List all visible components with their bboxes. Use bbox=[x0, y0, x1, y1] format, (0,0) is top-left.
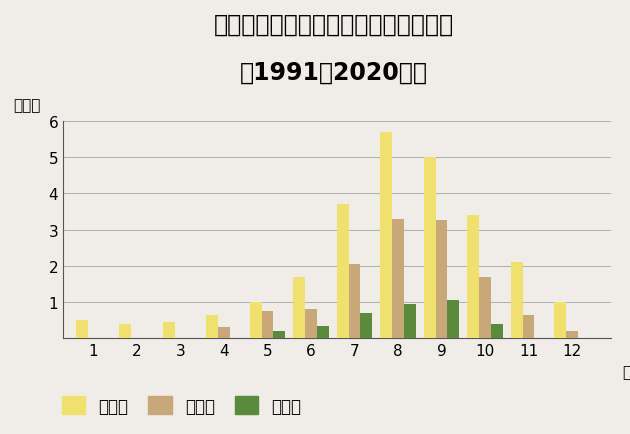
Bar bbox=[424, 158, 435, 339]
Bar bbox=[360, 313, 372, 339]
Bar bbox=[250, 302, 261, 339]
Bar bbox=[554, 302, 566, 339]
Bar bbox=[467, 216, 479, 339]
Bar bbox=[218, 328, 230, 339]
Bar bbox=[381, 132, 392, 339]
Bar bbox=[522, 315, 534, 339]
Bar bbox=[119, 324, 131, 339]
Bar bbox=[163, 322, 175, 339]
Bar bbox=[435, 221, 447, 339]
Bar bbox=[76, 320, 88, 339]
Bar bbox=[207, 315, 218, 339]
Bar bbox=[294, 277, 305, 339]
Bar bbox=[337, 205, 348, 339]
Text: （個）: （個） bbox=[14, 98, 41, 113]
Bar bbox=[479, 277, 491, 339]
Bar bbox=[392, 219, 404, 339]
Bar bbox=[317, 326, 329, 339]
Bar bbox=[511, 263, 522, 339]
Text: （1991〜2020年）: （1991〜2020年） bbox=[240, 61, 428, 85]
Bar bbox=[491, 324, 503, 339]
Bar bbox=[348, 264, 360, 339]
Bar bbox=[566, 331, 578, 339]
Text: 月別の台風発生・接近・上陸数の平均: 月別の台風発生・接近・上陸数の平均 bbox=[214, 13, 454, 37]
Legend: 発生数, 接近数, 上陸数: 発生数, 接近数, 上陸数 bbox=[55, 390, 308, 421]
Bar bbox=[261, 312, 273, 339]
Bar bbox=[273, 331, 285, 339]
Text: （月）: （月） bbox=[622, 365, 630, 379]
Bar bbox=[447, 301, 459, 339]
Bar bbox=[305, 309, 317, 339]
Bar bbox=[404, 304, 416, 339]
